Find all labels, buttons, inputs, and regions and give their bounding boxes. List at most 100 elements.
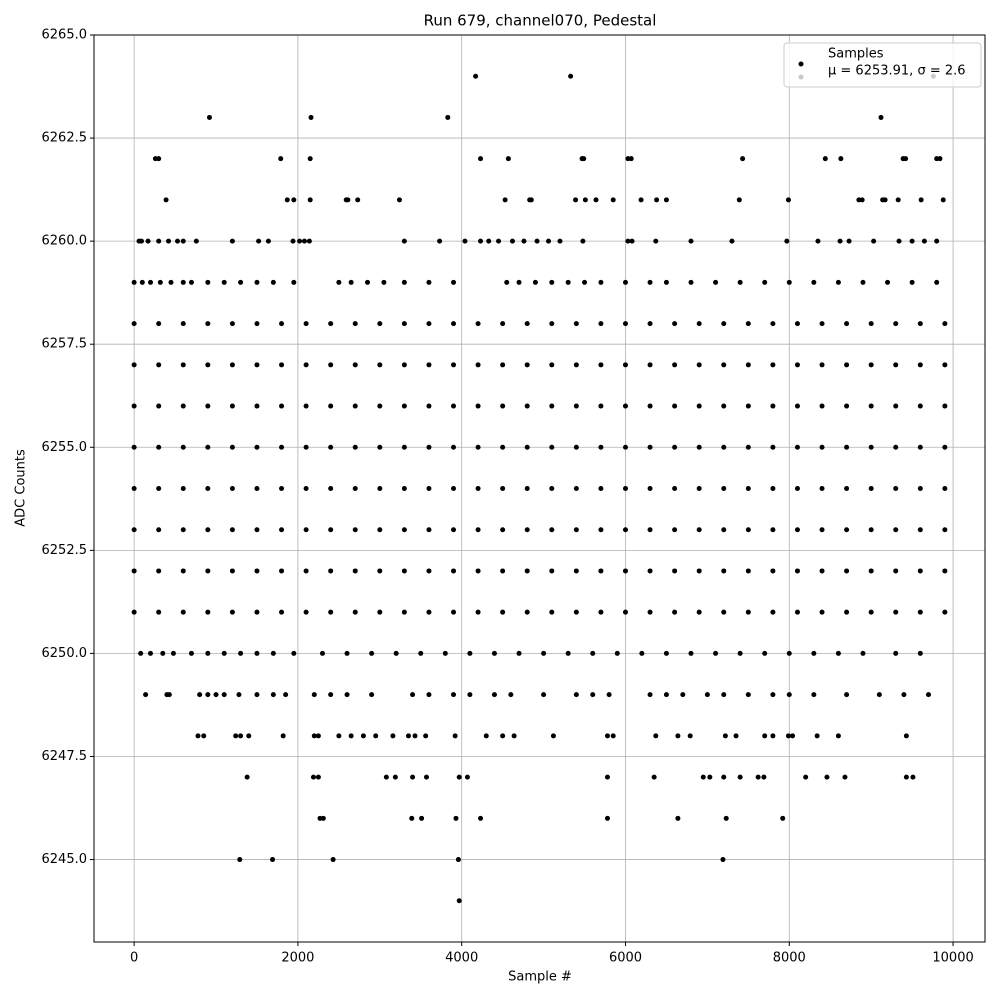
point	[672, 527, 678, 533]
point	[819, 527, 825, 533]
point	[426, 403, 432, 409]
point	[483, 733, 489, 739]
point	[303, 362, 309, 368]
point	[426, 444, 432, 450]
point	[909, 238, 915, 244]
point	[328, 568, 334, 574]
point	[837, 238, 843, 244]
point	[303, 527, 309, 533]
point	[770, 362, 776, 368]
point	[500, 486, 506, 491]
point	[622, 403, 628, 409]
point	[903, 733, 909, 739]
point	[180, 403, 186, 409]
point	[451, 403, 457, 409]
point	[647, 692, 653, 698]
point	[786, 692, 792, 698]
point	[238, 733, 244, 739]
point	[205, 403, 211, 409]
point	[745, 568, 751, 574]
point	[811, 692, 817, 698]
point	[696, 568, 702, 574]
point	[549, 568, 555, 574]
point	[814, 733, 820, 739]
point	[639, 650, 645, 656]
point	[328, 527, 334, 533]
point	[737, 650, 743, 656]
point	[157, 279, 163, 285]
point	[328, 362, 334, 368]
point	[254, 444, 260, 450]
point	[336, 733, 342, 739]
point	[143, 692, 149, 698]
point	[396, 197, 402, 203]
point	[844, 444, 850, 450]
point	[419, 815, 425, 821]
point	[762, 279, 768, 285]
point	[844, 568, 850, 574]
point	[917, 568, 923, 574]
point	[451, 527, 457, 533]
point	[330, 857, 336, 863]
point	[696, 403, 702, 409]
point	[721, 609, 727, 615]
point	[475, 362, 481, 368]
point	[401, 362, 407, 368]
point	[647, 609, 653, 615]
point	[942, 362, 948, 368]
y-tick-label: 6252.5	[42, 543, 88, 558]
point	[328, 609, 334, 615]
x-tick-label: 0	[130, 951, 138, 966]
point	[942, 527, 948, 533]
point	[193, 238, 199, 244]
point	[254, 568, 260, 574]
point	[876, 692, 882, 698]
point	[478, 156, 484, 162]
point	[745, 321, 751, 327]
point	[629, 238, 635, 244]
point	[733, 733, 739, 739]
point	[696, 609, 702, 615]
point	[254, 362, 260, 368]
point	[934, 238, 940, 244]
point	[131, 279, 137, 285]
point	[451, 568, 457, 574]
point	[467, 692, 473, 698]
point	[426, 362, 432, 368]
point	[131, 486, 137, 491]
point	[524, 444, 530, 450]
point	[442, 650, 448, 656]
point	[306, 238, 312, 244]
point	[790, 733, 796, 739]
point	[139, 279, 145, 285]
point	[423, 733, 429, 739]
point	[310, 774, 316, 780]
point	[532, 279, 538, 285]
point	[233, 733, 239, 739]
point	[844, 527, 850, 533]
point	[303, 444, 309, 450]
point	[707, 774, 713, 780]
point	[700, 774, 706, 780]
point	[478, 238, 484, 244]
point	[401, 279, 407, 285]
point	[573, 197, 579, 203]
point	[663, 692, 669, 698]
point	[303, 321, 309, 327]
point	[206, 114, 212, 120]
point	[819, 362, 825, 368]
point	[696, 486, 702, 491]
point	[205, 692, 211, 698]
point	[254, 650, 260, 656]
point	[328, 403, 334, 409]
point	[604, 815, 610, 821]
point	[925, 692, 931, 698]
point	[721, 568, 727, 574]
point	[770, 403, 776, 409]
point	[500, 403, 506, 409]
point	[622, 321, 628, 327]
point	[893, 486, 899, 491]
point	[254, 321, 260, 327]
point	[871, 238, 877, 244]
